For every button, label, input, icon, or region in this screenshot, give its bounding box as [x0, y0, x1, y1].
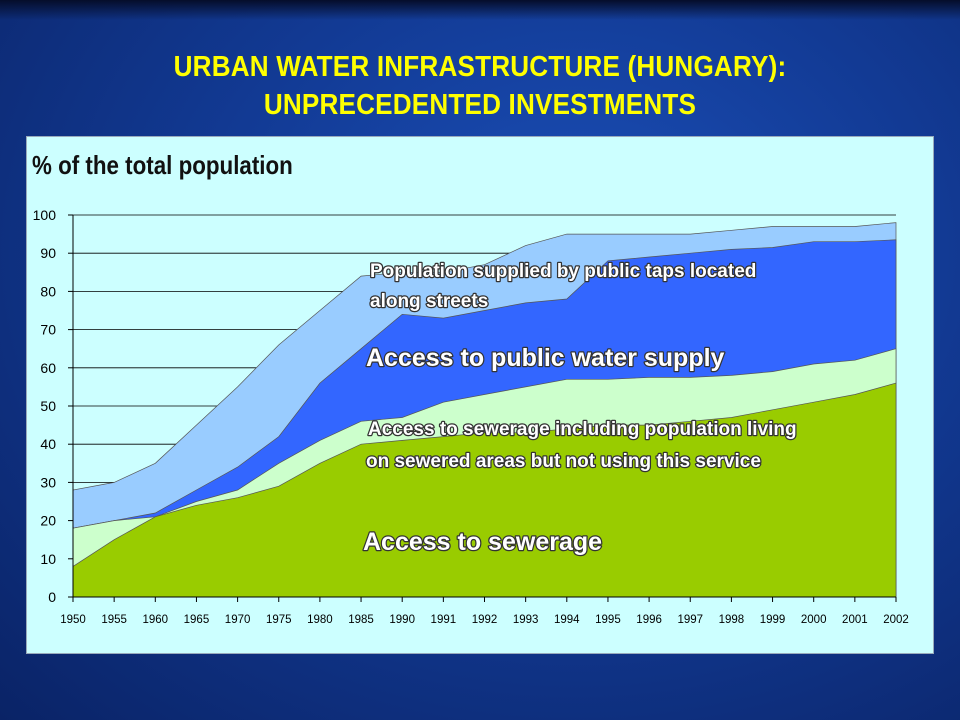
- x-tick-label-1960: 1960: [143, 614, 169, 626]
- top-shadow-bar: [0, 0, 960, 20]
- slide-title-line1: URBAN WATER INFRASTRUCTURE (HUNGARY):: [173, 51, 787, 83]
- x-tick-label-1975: 1975: [266, 614, 292, 626]
- x-tick-label-2002: 2002: [883, 614, 909, 626]
- y-tick-label-40: 40: [40, 436, 56, 452]
- x-tick-label-1997: 1997: [677, 614, 703, 626]
- y-axis-label: % of the total population: [32, 150, 293, 180]
- y-tick-label-100: 100: [33, 207, 57, 223]
- x-tick-label-2000: 2000: [801, 614, 827, 626]
- slide-title-line2: UNPRECEDENTED INVESTMENTS: [263, 89, 697, 121]
- annotation-water-supply: Access to public water supply: [366, 344, 725, 372]
- annotation-taps-line1: Population supplied by public taps locat…: [370, 261, 756, 282]
- x-tick-label-1990: 1990: [389, 614, 415, 626]
- annotation-taps-line2: along streets: [370, 291, 488, 312]
- y-tick-label-20: 20: [40, 513, 56, 529]
- y-tick-label-30: 30: [40, 474, 56, 490]
- x-tick-label-1991: 1991: [431, 614, 457, 626]
- slide-title: URBAN WATER INFRASTRUCTURE (HUNGARY): UN…: [48, 48, 912, 124]
- y-tick-label-90: 90: [40, 245, 56, 261]
- x-tick-label-1998: 1998: [719, 614, 745, 626]
- x-tick-label-1970: 1970: [225, 614, 251, 626]
- x-tick-label-1950: 1950: [60, 614, 86, 626]
- y-tick-label-0: 0: [48, 589, 56, 605]
- annotation-sewer-incl-line2: on sewered areas but not using this serv…: [366, 451, 761, 472]
- y-tick-label-80: 80: [40, 283, 56, 299]
- y-tick-label-70: 70: [40, 322, 56, 338]
- y-tick-label-50: 50: [40, 398, 56, 414]
- x-tick-label-1980: 1980: [307, 614, 333, 626]
- x-tick-label-1992: 1992: [472, 614, 498, 626]
- x-tick-label-1999: 1999: [760, 614, 786, 626]
- x-tick-label-2001: 2001: [842, 614, 868, 626]
- x-tick-label-1965: 1965: [184, 614, 210, 626]
- x-tick-label-1994: 1994: [554, 614, 580, 626]
- y-tick-label-10: 10: [40, 551, 56, 567]
- x-tick-label-1995: 1995: [595, 614, 621, 626]
- y-tick-label-60: 60: [40, 360, 56, 376]
- annotation-sewerage: Access to sewerage: [363, 528, 602, 556]
- x-tick-label-1985: 1985: [348, 614, 374, 626]
- x-tick-label-1955: 1955: [101, 614, 127, 626]
- x-tick-label-1996: 1996: [636, 614, 662, 626]
- area-access-to-sewerage: [72, 382, 897, 598]
- annotation-sewer-incl-line1: Access to sewerage including population …: [368, 419, 797, 440]
- x-tick-label-1993: 1993: [513, 614, 539, 626]
